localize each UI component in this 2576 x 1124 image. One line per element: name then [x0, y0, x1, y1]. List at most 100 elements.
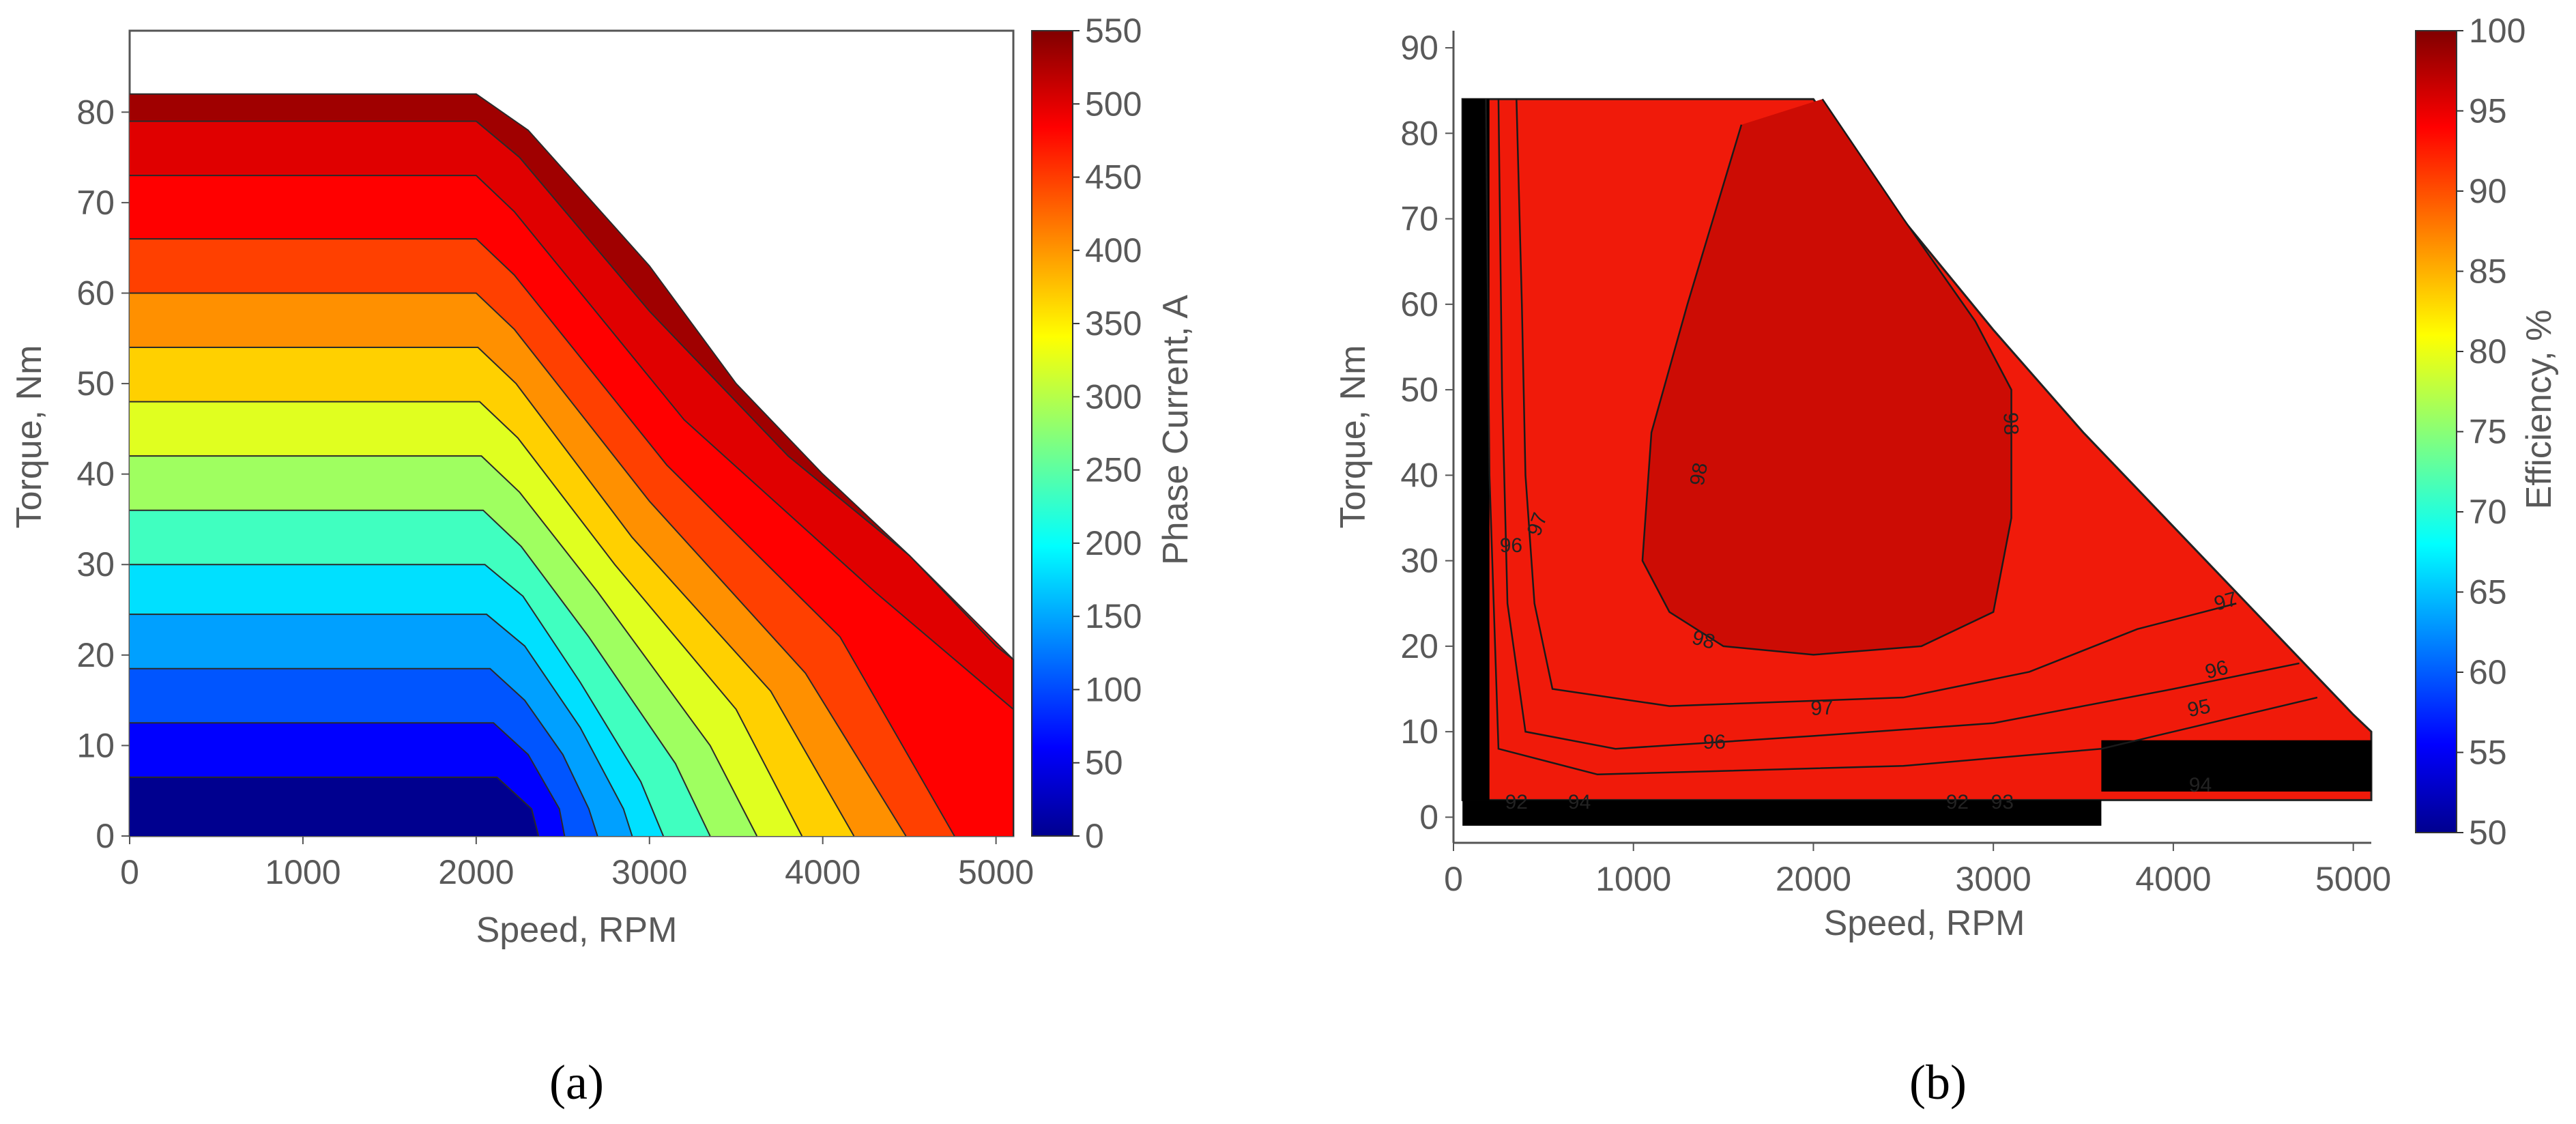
y-tick-a-label: 40: [76, 455, 115, 493]
low-efficiency-right-block: [2101, 740, 2371, 792]
x-tick-a-label: 3000: [611, 853, 687, 891]
colorbar-tick-a-label: 450: [1085, 158, 1142, 197]
x-ticks-b: 0 1000 2000 3000 4000 5000: [1444, 843, 2391, 898]
y-tick-b-label: 10: [1400, 712, 1438, 751]
low-efficiency-bottom-strip: [1462, 800, 2102, 826]
colorbar-tick-a-label: 350: [1085, 304, 1142, 343]
contour-label: 98: [1999, 412, 2022, 436]
colorbar-tick-a-label: 550: [1085, 12, 1142, 50]
contour-label: 96: [1703, 731, 1726, 753]
y-ticks-b: 0 10 20 30 40 50 60 70 80 90: [1400, 29, 1453, 836]
panel-label-b: (b): [1909, 1055, 1967, 1110]
colorbar-b: [2415, 30, 2457, 833]
contour-line-500: [130, 237, 955, 837]
y-tick-b-label: 90: [1400, 29, 1438, 67]
colorbar-ticks-b: 50 55 60 65 70 75 80 85 90 95 100: [2457, 12, 2526, 852]
current-band-0: [130, 777, 539, 836]
contour-line-400: [130, 347, 855, 837]
x-tick-a-label: 2000: [438, 853, 514, 891]
y-axis-label-b: Torque, Nm: [1333, 345, 1373, 529]
contour-bands-a: [130, 93, 1013, 837]
y-tick-a-label: 10: [76, 726, 115, 764]
efficiency-contour-97: [1516, 99, 2237, 707]
colorbar-tick-a-label: 500: [1085, 85, 1142, 123]
efficiency-contour-98: [1641, 98, 2012, 656]
colorbar-tick-a-label: 150: [1085, 597, 1142, 635]
y-tick-a-label: 50: [76, 364, 115, 403]
contour-line-50: [130, 722, 566, 837]
y-tick-b-label: 50: [1400, 371, 1438, 409]
y-tick-a-label: 20: [76, 636, 115, 674]
peak-efficiency-zone: [1642, 99, 2012, 655]
x-tick-a-label: 0: [120, 853, 139, 891]
y-tick-b-label: 20: [1400, 627, 1438, 665]
colorbar-tick-b-label: 90: [2469, 172, 2507, 210]
y-tick-b-label: 40: [1400, 456, 1438, 494]
panel-a: 0 1000 2000 3000 4000 5000 01020304050607080 …: [10, 12, 1196, 1110]
colorbar-tick-b-label: 55: [2469, 734, 2507, 772]
colorbar-label-a: Phase Current, A: [1156, 295, 1196, 565]
colorbar-tick-b-label: 75: [2469, 413, 2507, 451]
colorbar-tick-a-label: 400: [1085, 231, 1142, 270]
low-efficiency-left-strip: [1462, 99, 1490, 801]
colorbar-tick-b-label: 95: [2469, 92, 2507, 130]
contour-lines-a: [130, 93, 1014, 837]
contour-line-250: [130, 509, 711, 837]
contour-label: 97: [1810, 696, 1834, 720]
colorbar-label-b: Efficiency, %: [2519, 310, 2559, 510]
contour-label: 94: [2189, 774, 2212, 796]
contour-line-150: [130, 614, 633, 837]
y-tick-b-label: 80: [1400, 114, 1438, 152]
colorbar-tick-a-label: 200: [1085, 524, 1142, 562]
colorbar-tick-a-label: 300: [1085, 377, 1142, 416]
contour-label: 95: [2186, 695, 2213, 721]
colorbar-tick-b-label: 100: [2469, 12, 2526, 50]
contour-label: 96: [1500, 534, 1522, 557]
efficiency-contour-95: [1485, 99, 2318, 776]
x-ticks-a: 0 1000 2000 3000 4000 5000: [120, 836, 1034, 891]
x-tick-b-label: 0: [1444, 860, 1463, 898]
efficiency-contour-96: [1497, 99, 2300, 750]
x-tick-b-label: 1000: [1595, 860, 1671, 898]
y-tick-b-label: 30: [1400, 542, 1438, 580]
colorbar-ticks-a: 0 50 100 150 200 250 300 350 400 450 500 550: [1073, 12, 1142, 855]
contour-label: 94: [1568, 791, 1591, 813]
colorbar-a: [1031, 30, 1073, 837]
x-tick-a-label: 4000: [785, 853, 860, 891]
x-axis-label-a: Speed, RPM: [476, 910, 678, 950]
contour-line-350: [130, 401, 803, 837]
y-ticks-a: 0 10 20 30 40 50 60 70 80: [76, 93, 130, 855]
colorbar-tick-a-label: 50: [1085, 744, 1123, 782]
contour-label: 92: [1946, 791, 1969, 813]
y-tick-b-label: 0: [1419, 798, 1438, 836]
y-tick-b-label: 60: [1400, 285, 1438, 323]
colorbar-tick-b-label: 60: [2469, 653, 2507, 691]
y-tick-a-label: 30: [76, 545, 115, 583]
colorbar-tick-b-label: 85: [2469, 253, 2507, 291]
colorbar-tick-b-label: 50: [2469, 813, 2507, 852]
panel-label-a: (a): [549, 1055, 604, 1110]
y-axis-label-a: Torque, Nm: [10, 345, 49, 529]
contour-line-100: [130, 667, 598, 837]
x-tick-b-label: 4000: [2135, 860, 2211, 898]
x-axis-label-b: Speed, RPM: [1824, 904, 2025, 943]
y-tick-a-label: 80: [76, 93, 115, 131]
x-tick-a-label: 5000: [958, 853, 1034, 891]
contour-line-450: [130, 292, 907, 837]
contour-line-550: [130, 175, 1014, 836]
x-tick-b-label: 3000: [1956, 860, 2031, 898]
contour-line-650: [130, 93, 1014, 836]
y-tick-b-label: 70: [1400, 200, 1438, 238]
colorbar-tick-b-label: 70: [2469, 493, 2507, 531]
contour-label: 93: [1991, 791, 2014, 813]
x-tick-b-label: 5000: [2315, 860, 2391, 898]
y-tick-a-label: 0: [96, 817, 115, 855]
contour-line-200: [130, 564, 665, 837]
contour-lines-b: [1485, 98, 2318, 776]
contour-line-300: [130, 455, 758, 837]
contour-line-600: [130, 120, 1014, 836]
y-tick-a-label: 60: [76, 274, 115, 312]
colorbar-tick-b-label: 65: [2469, 573, 2507, 611]
